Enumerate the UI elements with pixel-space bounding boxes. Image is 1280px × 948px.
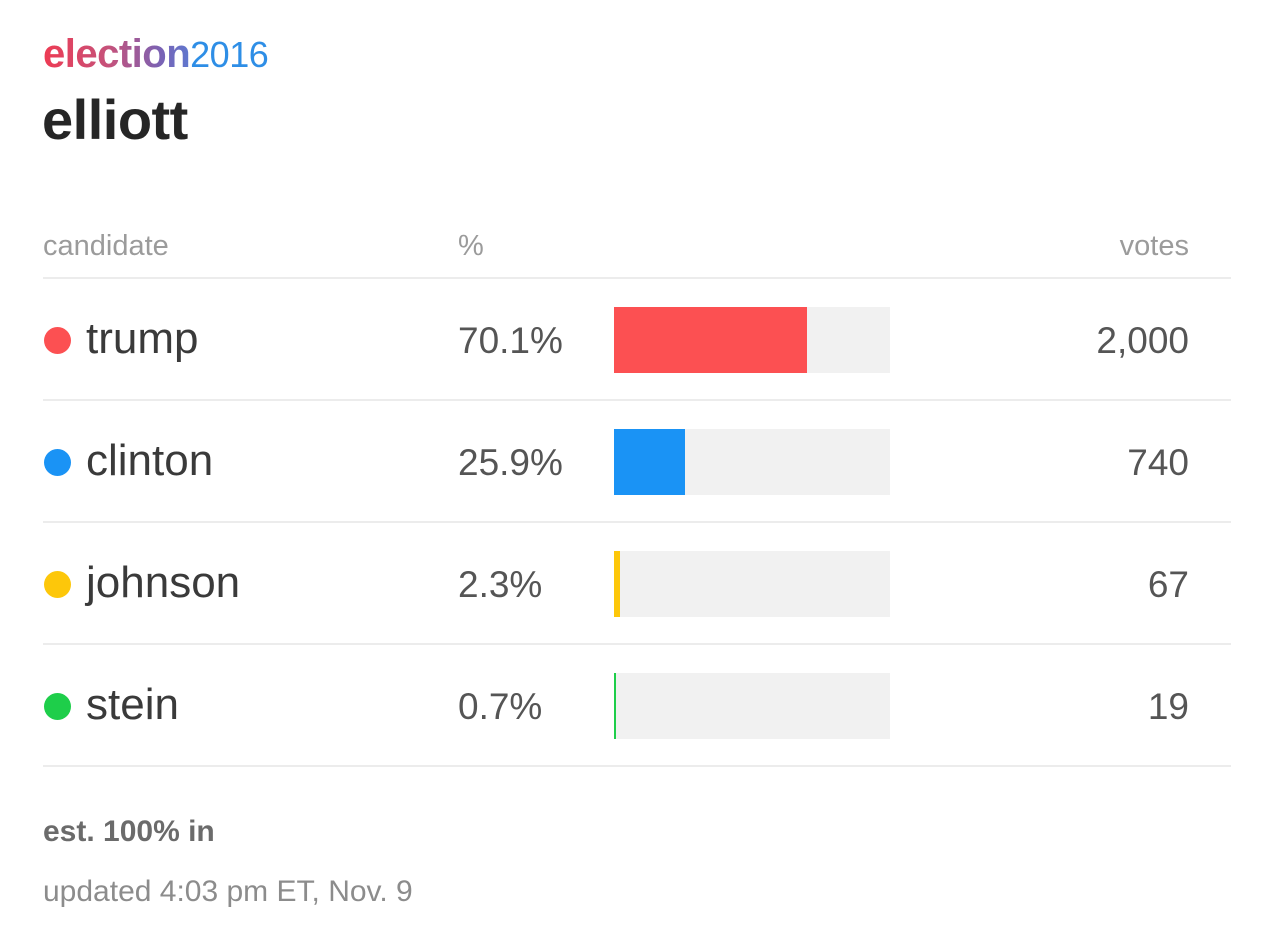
bar-fill-clinton <box>614 429 685 495</box>
column-header-percent: % <box>458 230 484 262</box>
updated-timestamp: updated 4:03 pm ET, Nov. 9 <box>43 875 413 908</box>
bar-track <box>614 307 890 373</box>
reporting-status: est. 100% in <box>43 815 215 848</box>
row-divider <box>43 643 1231 645</box>
election-brand-logo: election2016 <box>43 32 269 77</box>
bar-fill-johnson <box>614 551 620 617</box>
candidate-votes: 19 <box>1147 686 1189 727</box>
brand-year: 2016 <box>190 34 269 75</box>
candidate-percent: 0.7% <box>458 686 543 727</box>
row-divider <box>43 521 1231 523</box>
candidate-percent: 25.9% <box>458 442 563 483</box>
candidate-row-trump: trump 70.1% 2,000 <box>0 279 1280 401</box>
candidate-color-dot <box>44 571 71 598</box>
page-title: elliott <box>42 88 188 151</box>
bar-track <box>614 551 890 617</box>
candidate-row-clinton: clinton 25.9% 740 <box>0 401 1280 523</box>
header-divider <box>43 277 1231 279</box>
brand-word: election <box>43 32 191 76</box>
candidate-row-stein: stein 0.7% 19 <box>0 645 1280 767</box>
column-header-candidate: candidate <box>43 230 169 262</box>
row-divider <box>43 765 1231 767</box>
bar-fill-stein <box>614 673 616 739</box>
candidate-name: stein <box>86 680 179 729</box>
candidate-name: trump <box>86 314 199 363</box>
candidate-row-johnson: johnson 2.3% 67 <box>0 523 1280 645</box>
bar-track <box>614 673 890 739</box>
candidate-votes: 740 <box>1127 442 1189 483</box>
bar-track <box>614 429 890 495</box>
candidate-votes: 67 <box>1147 564 1189 605</box>
row-divider <box>43 399 1231 401</box>
bar-fill-trump <box>614 307 807 373</box>
candidate-color-dot <box>44 693 71 720</box>
candidate-votes: 2,000 <box>1096 320 1189 361</box>
candidate-color-dot <box>44 449 71 476</box>
candidate-percent: 70.1% <box>458 320 563 361</box>
candidate-name: clinton <box>86 436 214 485</box>
column-header-votes: votes <box>1119 230 1189 262</box>
candidate-color-dot <box>44 327 71 354</box>
candidate-percent: 2.3% <box>458 564 543 605</box>
candidate-name: johnson <box>86 558 241 607</box>
